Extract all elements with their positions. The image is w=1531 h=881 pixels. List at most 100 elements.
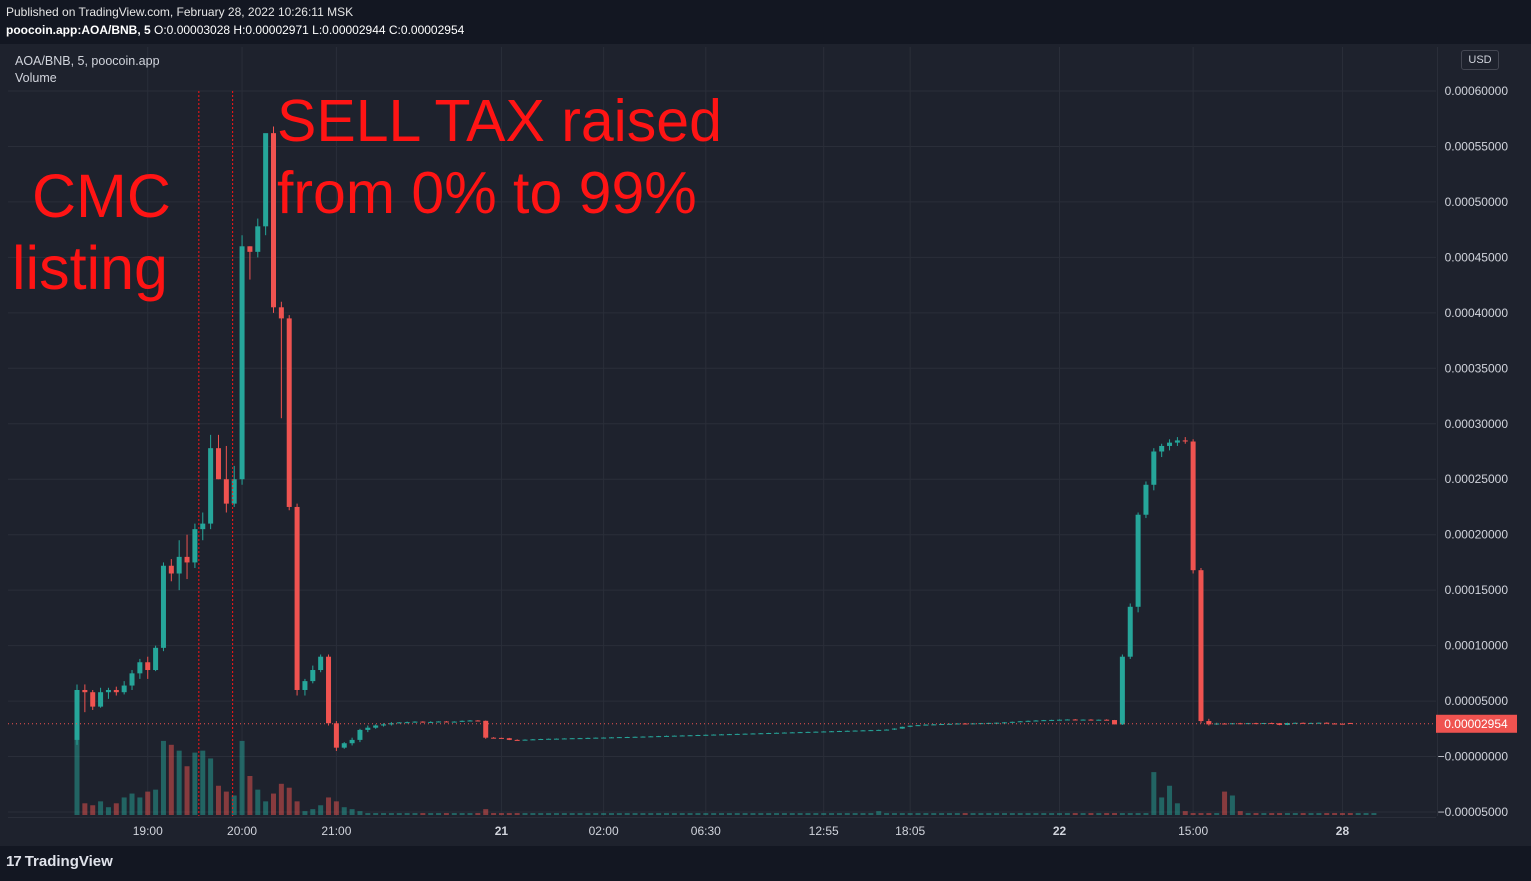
y-tick-label: 0.00035000 xyxy=(1445,361,1509,375)
candle-body xyxy=(640,736,646,738)
x-tick-label: 18:05 xyxy=(895,824,925,838)
volume-bar xyxy=(923,813,929,815)
candle-body xyxy=(1159,445,1165,452)
volume-bar xyxy=(1033,813,1039,815)
candle-body xyxy=(703,734,709,736)
volume-bar xyxy=(1072,813,1078,815)
volume-bar xyxy=(294,801,300,815)
annotation-listing: listing xyxy=(12,234,168,302)
volume-bar xyxy=(616,813,622,815)
candle-body xyxy=(781,732,787,734)
candle-body xyxy=(844,730,850,732)
candle-body xyxy=(326,656,332,724)
candle-body xyxy=(318,656,324,671)
volume-bar xyxy=(703,813,709,815)
volume-bar xyxy=(475,813,481,815)
volume-bar xyxy=(1355,813,1361,815)
volume-bar xyxy=(388,813,394,815)
candle-body xyxy=(836,731,842,733)
candle-body xyxy=(1033,720,1039,722)
volume-bar xyxy=(695,813,701,815)
volume-bar xyxy=(1001,813,1007,815)
y-tick-label: −0.00000000 xyxy=(1438,750,1509,764)
candle-body xyxy=(805,731,811,733)
volume-bar xyxy=(1119,813,1125,815)
candle-body xyxy=(954,723,960,725)
volume-bar xyxy=(939,813,945,815)
volume-bar xyxy=(978,813,984,815)
volume-bar xyxy=(200,750,206,815)
y-tick-label: 0.00040000 xyxy=(1445,306,1509,320)
candle-body xyxy=(98,692,104,707)
candle-body xyxy=(931,724,937,726)
candle-body xyxy=(1017,721,1023,723)
candle-body xyxy=(813,731,819,733)
volume-bar xyxy=(1064,813,1070,815)
price-axis[interactable] xyxy=(1437,47,1524,816)
candle-body xyxy=(341,743,347,748)
candle-body xyxy=(1324,722,1330,724)
candle-body xyxy=(797,732,803,734)
candle-body xyxy=(1112,720,1118,725)
volume-bar xyxy=(1017,813,1023,815)
legend-series: AOA/BNB, 5, poocoin.app xyxy=(15,54,160,68)
volume-bar xyxy=(561,813,567,815)
volume-bar xyxy=(467,813,473,815)
candle-body xyxy=(443,721,449,723)
volume-bar xyxy=(121,797,127,815)
candle-body xyxy=(868,730,874,732)
volume-bar xyxy=(459,813,465,815)
candle-body xyxy=(899,726,905,729)
volume-bar xyxy=(742,813,748,815)
candle-body xyxy=(200,523,206,530)
volume-bar xyxy=(1080,813,1086,815)
candle-body xyxy=(569,738,575,740)
candle-body xyxy=(593,737,599,739)
candle-body xyxy=(365,727,371,730)
candle-body xyxy=(1104,719,1110,721)
volume-bar xyxy=(506,813,512,815)
footer-bar xyxy=(0,846,1531,881)
volume-bar xyxy=(624,813,630,815)
candle-body xyxy=(1292,722,1298,724)
volume-bar xyxy=(192,752,198,815)
candle-body xyxy=(396,722,402,724)
y-tick-label: 0.00060000 xyxy=(1445,84,1509,98)
candle-body xyxy=(923,724,929,726)
volume-bar xyxy=(931,813,937,815)
volume-bar xyxy=(1222,791,1228,815)
candle-body xyxy=(1143,484,1149,515)
tradingview-logo[interactable]: 17 TradingView xyxy=(6,853,113,870)
x-tick-label: 21:00 xyxy=(321,824,351,838)
candle-body xyxy=(852,730,858,732)
candle-body xyxy=(648,736,654,738)
candle-body xyxy=(1135,514,1141,607)
volume-bar xyxy=(632,813,638,815)
candle-body xyxy=(475,720,481,722)
currency-badge[interactable]: USD xyxy=(1461,50,1499,70)
volume-bar xyxy=(1057,813,1062,815)
volume-bar xyxy=(1284,813,1290,815)
volume-bar xyxy=(498,813,504,815)
candle-body xyxy=(585,737,591,739)
candle-body xyxy=(263,133,269,227)
volume-bar xyxy=(1277,813,1283,815)
volume-bar xyxy=(829,813,835,815)
volume-bar xyxy=(514,813,520,815)
volume-bar xyxy=(373,813,379,815)
volume-bar xyxy=(1308,813,1314,815)
volume-bar xyxy=(797,813,803,815)
annotation-tax-range: from 0% to 99% xyxy=(277,160,697,226)
volume-bar xyxy=(90,805,96,815)
volume-bar xyxy=(899,813,905,815)
volume-bar xyxy=(263,801,269,815)
chart-pane[interactable] xyxy=(8,47,1436,816)
volume-bar xyxy=(310,809,316,815)
candle-body xyxy=(239,246,245,480)
volume-bar xyxy=(1088,813,1094,815)
time-axis[interactable] xyxy=(8,817,1436,844)
candle-body xyxy=(1001,722,1007,724)
candle-body xyxy=(302,681,308,690)
y-axis-labels: 0.00060000 0.00055000 0.00050000 0.00045000… xyxy=(1438,84,1509,819)
